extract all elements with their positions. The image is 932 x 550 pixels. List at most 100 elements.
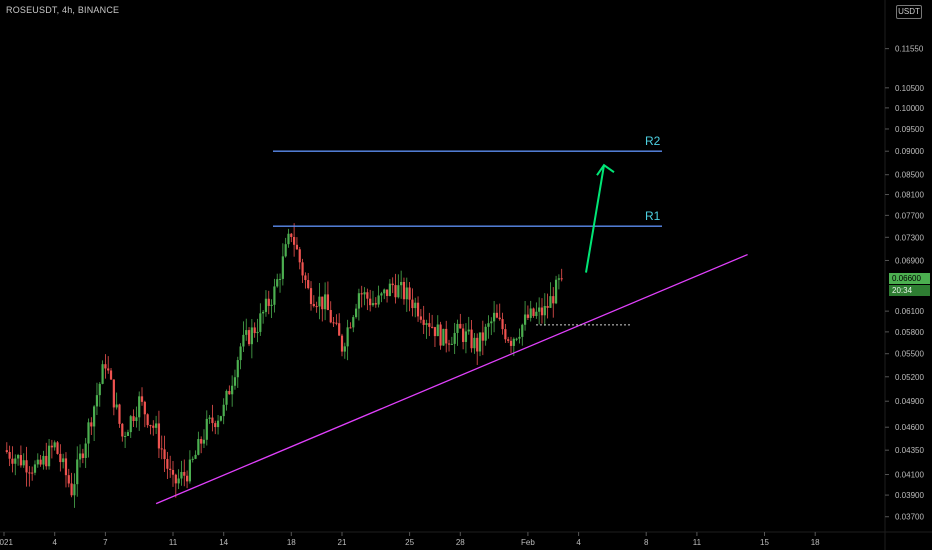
candle-body: [490, 321, 493, 324]
candle-body: [250, 327, 253, 345]
candle-body: [98, 383, 101, 396]
candle-body: [340, 335, 344, 352]
candle-body: [447, 343, 451, 345]
candle-body: [346, 327, 349, 347]
candle-body: [335, 322, 338, 324]
candle-body: [504, 329, 507, 340]
candle-body: [453, 332, 456, 344]
candle-body: [366, 292, 369, 299]
candle-body: [293, 237, 296, 245]
candle-body: [278, 278, 282, 280]
candle-body: [287, 233, 290, 245]
candle-body: [115, 404, 118, 408]
candle-body: [476, 337, 479, 352]
candle-body: [101, 364, 104, 384]
candle-body: [493, 312, 496, 322]
x-tick-label: 4: [576, 538, 581, 547]
candle-body: [400, 281, 403, 286]
candle-body: [56, 442, 59, 454]
candle-body: [332, 322, 335, 324]
candle-body: [242, 334, 245, 347]
candle-body: [338, 323, 341, 336]
candle-body: [104, 364, 107, 369]
candle-body: [132, 416, 135, 422]
candle-body: [394, 285, 397, 298]
candle-body: [28, 472, 31, 474]
x-tick-label: 15: [760, 538, 769, 547]
candle-body: [307, 280, 310, 289]
candle-body: [152, 425, 155, 428]
candle-body: [329, 309, 332, 323]
candle-body: [529, 308, 532, 318]
candle-body: [464, 331, 468, 342]
candle-body: [484, 326, 487, 341]
candle-countdown-tag: 20:34: [889, 284, 930, 296]
candle-body: [90, 422, 93, 427]
y-tick-label: 0.06100: [895, 307, 924, 316]
candle-body: [397, 285, 400, 298]
candle-body: [36, 459, 39, 465]
candle-body: [315, 306, 318, 308]
candle-body: [478, 332, 482, 352]
candle-body: [304, 275, 307, 281]
x-tick-label: Feb: [521, 538, 535, 547]
candle-body: [67, 475, 70, 484]
candle-body: [481, 332, 484, 341]
candle-body: [385, 289, 389, 296]
candle-body: [146, 414, 149, 426]
candle-body: [50, 445, 53, 448]
candle-body: [526, 314, 529, 318]
candle-body: [208, 417, 211, 419]
candle-body: [433, 327, 437, 337]
candle-body: [95, 395, 99, 407]
candle-body: [540, 307, 544, 316]
candle-body: [557, 278, 560, 280]
candle-body: [442, 328, 445, 346]
candle-body: [270, 304, 273, 306]
candle-body: [431, 326, 434, 328]
candle-body: [408, 287, 411, 300]
candle-body: [521, 324, 524, 337]
candle-body: [391, 283, 394, 286]
candle-body: [253, 327, 256, 334]
candle-body: [450, 343, 453, 345]
candle-body: [374, 303, 377, 305]
candle-body: [73, 484, 76, 496]
candle-body: [523, 314, 527, 325]
candle-body: [163, 449, 166, 460]
candle-body: [509, 340, 513, 346]
candle-body: [560, 278, 563, 280]
y-tick-label: 0.06900: [895, 256, 924, 265]
candle-body: [171, 469, 175, 475]
candle-body: [121, 423, 124, 437]
candle-body: [549, 296, 552, 308]
candle-body: [200, 439, 203, 444]
candle-body: [78, 453, 82, 460]
candle-body: [31, 472, 34, 474]
candle-body: [276, 279, 279, 287]
x-tick-label: 2021: [0, 538, 13, 547]
projection-arrow-head: [596, 163, 615, 176]
candle-body: [419, 316, 422, 320]
candle-body: [321, 296, 324, 310]
candle-body: [180, 471, 183, 479]
candle-body: [188, 459, 191, 482]
currency-badge[interactable]: USDT: [896, 5, 922, 19]
candle-body: [554, 279, 558, 304]
candle-body: [380, 293, 383, 296]
x-tick-label: 4: [52, 538, 57, 547]
x-tick-label: 28: [456, 538, 465, 547]
candle-body: [155, 423, 158, 428]
y-tick-label: 0.03700: [895, 513, 924, 522]
candle-body: [532, 308, 535, 317]
candle-body: [205, 418, 208, 440]
candle-body: [405, 287, 408, 300]
candle-body: [84, 443, 87, 458]
y-tick-label: 0.09000: [895, 147, 924, 156]
candle-body: [518, 336, 521, 339]
candle-body: [157, 423, 161, 449]
candle-body: [70, 483, 73, 496]
x-tick-label: 14: [219, 538, 228, 547]
candle-body: [16, 455, 20, 459]
